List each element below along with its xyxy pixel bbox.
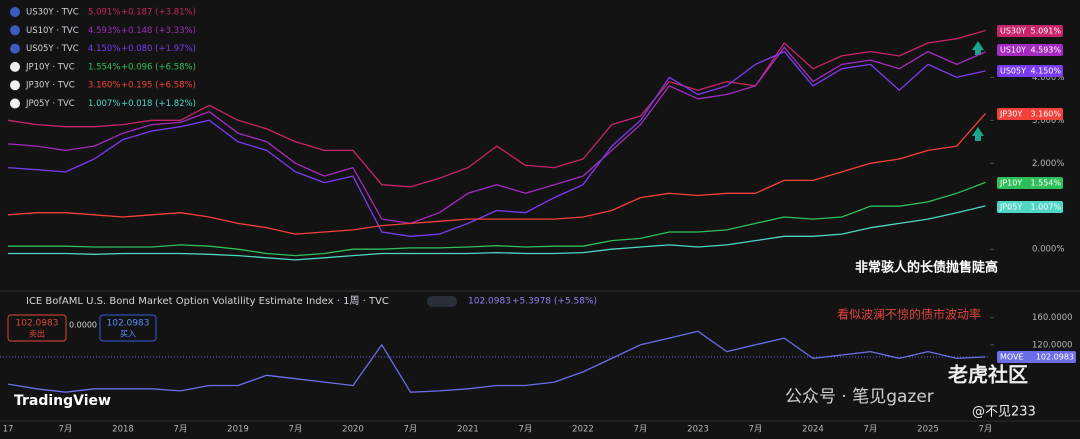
badge-value: 4.593% (1030, 46, 1061, 55)
x-tick-label: 2024 (802, 425, 824, 435)
legend-name: US30Y · TVC (26, 8, 79, 18)
series-line (7, 112, 986, 235)
legend-change: +0.096 (+6.58%) (121, 62, 196, 72)
watermark: 老虎社区 (948, 363, 1028, 387)
x-tick-label: 7月 (864, 425, 878, 435)
arrow (972, 41, 984, 55)
y-tick-label: 120.0000 (1032, 340, 1073, 350)
x-tick-label: 17 (3, 425, 14, 435)
sell-label: 卖出 (29, 329, 45, 339)
legend-name: US10Y · TVC (26, 26, 79, 36)
price-badge (997, 44, 1063, 56)
legend-value: 4.593% (88, 26, 120, 36)
badge-tag: US30Y (1000, 27, 1026, 36)
series-line (8, 205, 986, 261)
badge-value: 102.0983 (1036, 352, 1074, 361)
y-tick-label: 160.0000 (1032, 313, 1073, 323)
flag-icon (10, 25, 20, 36)
badge-value: 5.091% (1030, 27, 1061, 36)
watermark: 公众号 · 笔见gazer (785, 387, 934, 407)
annotation: 非常骇人的长债抛售陡高 (855, 260, 998, 276)
legend-value: 4.150% (88, 44, 120, 54)
badge-tag: US10Y (1000, 46, 1026, 55)
spread: 0.0000 (69, 321, 97, 330)
y-tick-label: 2.000% (1032, 159, 1064, 169)
legend-change: +0.080 (+1.97%) (121, 44, 196, 54)
toggle[interactable] (427, 296, 457, 307)
sell-price: 102.0983 (16, 319, 59, 329)
price-badge (997, 108, 1063, 120)
flag-icon (10, 43, 20, 54)
legend-change: +0.187 (+3.81%) (121, 8, 196, 18)
x-tick-label: 7月 (749, 425, 763, 435)
x-tick-label: 7月 (634, 425, 648, 435)
x-tick-label: 7月 (979, 425, 993, 435)
badge-tag: JP10Y (999, 179, 1022, 188)
series-line (7, 46, 986, 225)
legend-value: 1.007% (88, 99, 120, 109)
legend-name: JP10Y · TVC (25, 62, 75, 72)
price-badge (997, 350, 1076, 363)
flag-icon (10, 7, 20, 17)
buy-label: 买入 (120, 330, 136, 339)
watermark: @不见233 (972, 405, 1036, 420)
series-line (8, 181, 986, 257)
x-tick-label: 7月 (289, 425, 303, 435)
series-line (7, 50, 986, 237)
pane-title: ICE BofAML U.S. Bond Market Option Volat… (26, 295, 389, 307)
x-tick-label: 2020 (342, 425, 364, 435)
badge-value: 4.150% (1030, 67, 1061, 76)
price-badge (997, 25, 1063, 37)
x-tick-label: 2021 (457, 425, 479, 435)
y-tick-label: 3.000% (1032, 116, 1064, 126)
x-tick-label: 7月 (519, 425, 533, 435)
x-tick-label: 2023 (687, 425, 709, 435)
legend-change: +0.195 (+6.58%) (121, 81, 196, 91)
series-line (7, 29, 986, 188)
x-tick-label: 7月 (174, 425, 188, 435)
badge-tag: MOVE (1000, 352, 1024, 361)
price-badge (997, 65, 1063, 77)
y-tick-label: 4.000% (1032, 73, 1064, 83)
legend-change: +0.018 (+1.82%) (121, 99, 196, 109)
legend-change: +0.148 (+3.33%) (121, 26, 196, 36)
badge-value: 3.160% (1030, 110, 1061, 119)
buy-price: 102.0983 (107, 319, 150, 329)
badge-value: 1.007% (1030, 203, 1061, 212)
legend-value: 5.091% (88, 8, 120, 18)
badge-value: 1.554% (1030, 179, 1061, 188)
x-tick-label: 2022 (572, 425, 594, 435)
legend-name: JP05Y · TVC (25, 99, 75, 109)
x-tick-label: 2025 (917, 425, 939, 435)
x-tick-label: 7月 (59, 425, 73, 435)
badge-tag: US05Y (1000, 67, 1026, 76)
badge-tag: JP30Y (999, 110, 1022, 119)
flag-icon (10, 80, 20, 91)
x-tick-label: 2018 (112, 425, 134, 435)
legend-name: US05Y · TVC (26, 44, 79, 54)
buy-button[interactable] (99, 314, 157, 342)
quote-change: +5.3978 (+5.58%) (512, 297, 597, 307)
annotation: 看似波澜不惊的债市波动率 (837, 307, 981, 322)
legend-value: 1.554% (88, 62, 120, 72)
brand: TradingView (14, 393, 111, 409)
price-badge (997, 177, 1063, 189)
legend-name: JP30Y · TVC (25, 81, 75, 91)
quote: 102.0983 (468, 297, 511, 307)
sell-button[interactable] (7, 314, 67, 342)
flag-icon (10, 98, 20, 109)
price-badge (997, 201, 1063, 213)
y-tick-label: 0.000% (1032, 245, 1064, 255)
flag-icon (10, 61, 20, 72)
arrow (972, 127, 984, 141)
badge-tag: JP05Y (999, 203, 1022, 212)
x-tick-label: 2019 (227, 425, 249, 435)
legend-value: 3.160% (88, 81, 120, 91)
x-tick-label: 7月 (404, 425, 418, 435)
